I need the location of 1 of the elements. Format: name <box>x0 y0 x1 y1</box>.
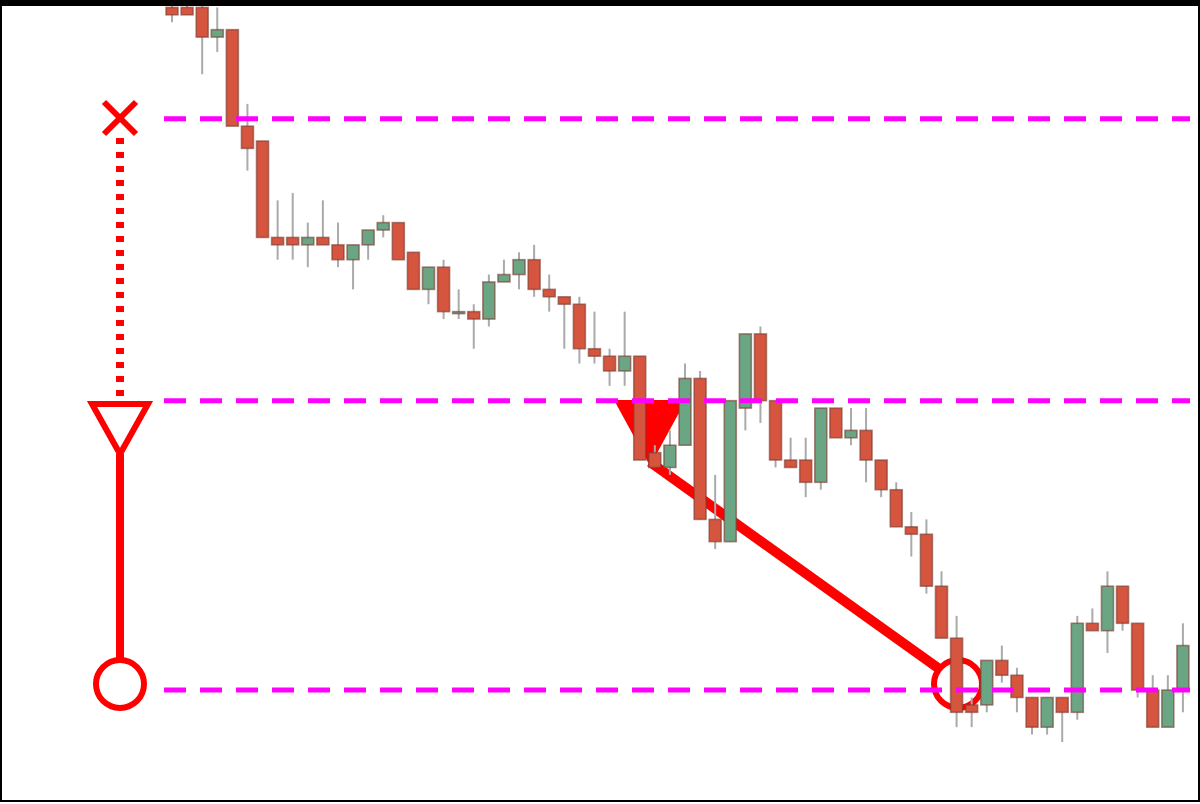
candlestick <box>1176 622 1190 714</box>
